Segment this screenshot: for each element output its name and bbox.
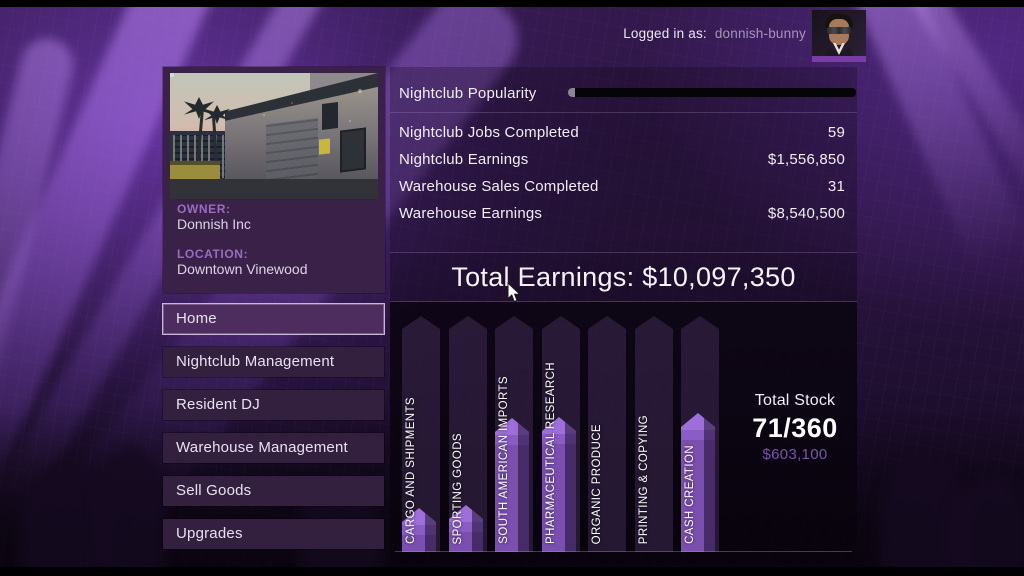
stock-bar: ORGANIC PRODUCE bbox=[588, 316, 626, 552]
sunglasses-icon bbox=[827, 27, 851, 34]
stock-bar: PRINTING & COPYING bbox=[635, 316, 673, 552]
menu-item-warehouse-management[interactable]: Warehouse Management bbox=[163, 433, 384, 463]
avatar-nameplate-strip bbox=[812, 56, 866, 62]
stock-bar-label: PRINTING & COPYING bbox=[638, 414, 650, 544]
menu-item-label: Upgrades bbox=[176, 525, 243, 542]
owner-label: OWNER: bbox=[177, 202, 231, 216]
location-value: Downtown Vinewood bbox=[177, 261, 308, 277]
stat-label: Warehouse Sales Completed bbox=[399, 178, 599, 195]
stock-bar-fill bbox=[495, 418, 529, 552]
menu-item-label: Resident DJ bbox=[176, 396, 260, 413]
menu-item-label: Warehouse Management bbox=[176, 439, 348, 456]
stock-bar: SOUTH AMERICAN IMPORTS bbox=[495, 316, 533, 552]
stock-bar-label: ORGANIC PRODUCE bbox=[591, 423, 603, 544]
mouse-cursor bbox=[507, 281, 522, 308]
menu-item-upgrades[interactable]: Upgrades bbox=[163, 519, 384, 549]
popularity-label: Nightclub Popularity bbox=[399, 85, 537, 102]
stock-bar: PHARMACEUTICAL RESEARCH bbox=[542, 316, 580, 552]
menu-item-home[interactable]: Home bbox=[163, 304, 384, 334]
stat-value: 59 bbox=[827, 124, 845, 141]
stat-value: $8,540,500 bbox=[767, 205, 845, 222]
nightclub-photo bbox=[170, 73, 378, 199]
stock-bar: CARGO AND SHIPMENTS bbox=[402, 316, 440, 552]
popularity-bar-fill bbox=[568, 88, 576, 97]
photo-sign bbox=[319, 138, 330, 155]
location-label: LOCATION: bbox=[177, 247, 249, 261]
stat-value: $1,556,850 bbox=[767, 151, 845, 168]
stock-bar-fill bbox=[681, 413, 715, 552]
stock-chart-panel: CARGO AND SHIPMENTS SPORTING GOODS SOUTH A… bbox=[390, 302, 857, 566]
menu-item-label: Nightclub Management bbox=[176, 353, 335, 370]
total-stock-label: Total Stock bbox=[754, 392, 836, 409]
stat-label: Nightclub Jobs Completed bbox=[399, 124, 579, 141]
photo-street bbox=[170, 179, 378, 199]
photo-graffiti bbox=[170, 73, 174, 77]
stock-bar-label: CASH CREATION bbox=[684, 445, 696, 544]
popularity-bar bbox=[568, 88, 856, 97]
menu-item-label: Sell Goods bbox=[176, 482, 252, 499]
stock-bar-fill bbox=[542, 417, 576, 552]
stock-bar-label: PHARMACEUTICAL RESEARCH bbox=[545, 362, 557, 544]
stock-chart-bars: CARGO AND SHIPMENTS SPORTING GOODS SOUTH A… bbox=[402, 316, 742, 552]
stat-label: Nightclub Earnings bbox=[399, 151, 529, 168]
photo-utility-box bbox=[322, 102, 338, 130]
stat-label: Warehouse Earnings bbox=[399, 205, 543, 222]
stock-bar-label: CARGO AND SHIPMENTS bbox=[405, 397, 417, 544]
stock-bar: CASH CREATION bbox=[681, 316, 719, 552]
owner-value: Donnish Inc bbox=[177, 216, 251, 232]
photo-utility-box bbox=[340, 127, 366, 173]
total-stock-block: Total Stock 71/360 $603,100 bbox=[733, 392, 857, 463]
stat-value: 31 bbox=[827, 178, 845, 195]
total-earnings-text: Total Earnings: $10,097,350 bbox=[451, 262, 796, 292]
avatar bbox=[812, 10, 866, 62]
stats-panel bbox=[390, 67, 857, 252]
menu-item-nightclub-management[interactable]: Nightclub Management bbox=[163, 347, 384, 377]
stock-bar-track bbox=[635, 316, 673, 552]
menu-item-label: Home bbox=[176, 310, 217, 327]
total-stock-value: 71/360 bbox=[752, 413, 838, 443]
total-stock-worth: $603,100 bbox=[762, 446, 828, 463]
stock-bar-label: SOUTH AMERICAN IMPORTS bbox=[498, 376, 510, 544]
logged-in-label: Logged in as: bbox=[623, 26, 707, 41]
menu-item-resident-dj[interactable]: Resident DJ bbox=[163, 390, 384, 420]
total-earnings-band: Total Earnings: $10,097,350 bbox=[390, 252, 857, 302]
stock-bar: SPORTING GOODS bbox=[449, 316, 487, 552]
menu-item-sell-goods[interactable]: Sell Goods bbox=[163, 476, 384, 506]
nightclub-info-card: OWNER: Donnish Inc LOCATION: Downtown Vi… bbox=[163, 67, 385, 293]
stock-bar-label: SPORTING GOODS bbox=[452, 432, 464, 544]
logged-in-username: donnish-bunny bbox=[714, 26, 806, 41]
photo-vehicle bbox=[170, 161, 220, 180]
logged-in-status: Logged in as: donnish-bunny bbox=[623, 26, 806, 41]
stock-bar-track bbox=[588, 316, 626, 552]
chart-baseline bbox=[395, 551, 852, 552]
letterbox-top bbox=[0, 0, 1024, 7]
divider bbox=[390, 112, 857, 113]
letterbox-bottom bbox=[0, 567, 1024, 576]
